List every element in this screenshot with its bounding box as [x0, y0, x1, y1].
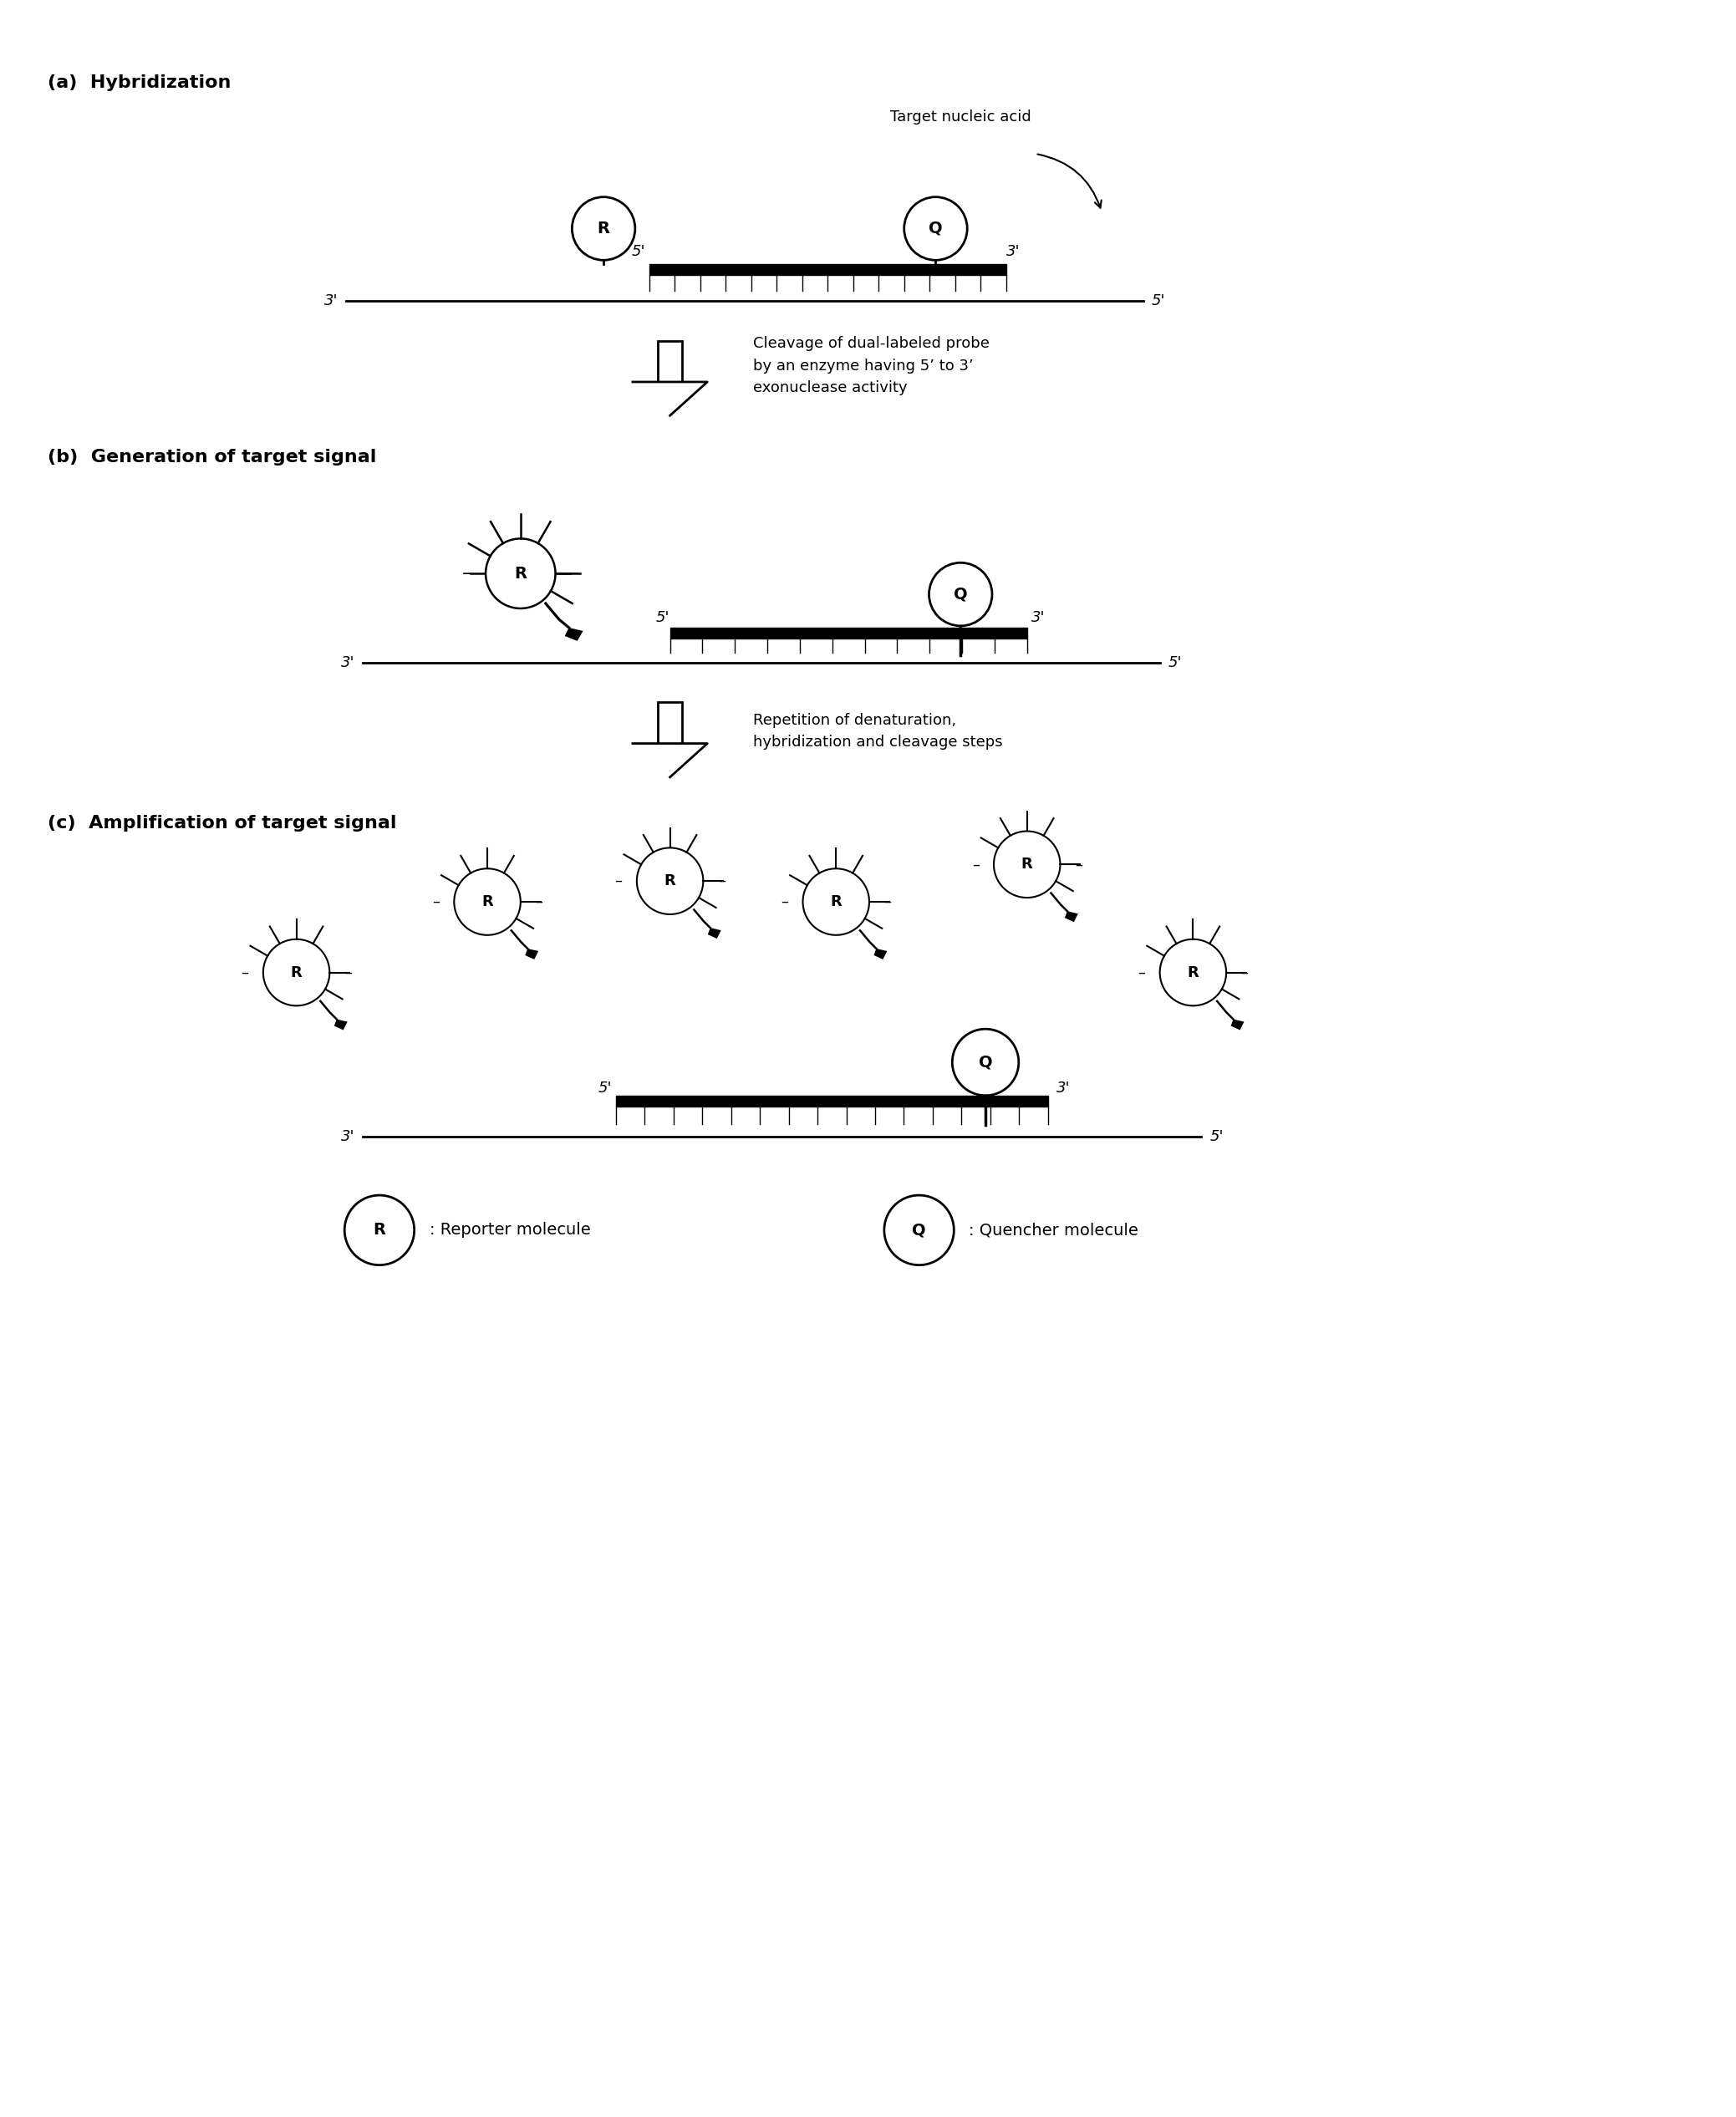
Text: –: – — [1137, 965, 1146, 980]
Text: –: – — [1241, 965, 1248, 980]
Polygon shape — [632, 381, 707, 415]
Bar — [658, 703, 682, 743]
Polygon shape — [1231, 1018, 1245, 1031]
Text: R: R — [830, 893, 842, 910]
Text: 5': 5' — [1210, 1130, 1224, 1145]
Text: (b)  Generation of target signal: (b) Generation of target signal — [47, 449, 377, 466]
Polygon shape — [1064, 910, 1078, 923]
Text: 5': 5' — [1151, 294, 1165, 309]
Text: –: – — [344, 965, 352, 980]
Text: –: – — [717, 874, 726, 889]
Bar — [670, 627, 1028, 639]
Text: Target nucleic acid: Target nucleic acid — [891, 110, 1031, 125]
Text: –: – — [972, 857, 979, 872]
Text: 5': 5' — [632, 243, 646, 258]
Text: R: R — [514, 565, 526, 582]
Text: Repetition of denaturation,
hybridization and cleavage steps: Repetition of denaturation, hybridizatio… — [753, 713, 1003, 749]
Text: R: R — [290, 965, 302, 980]
Text: 3': 3' — [1007, 243, 1021, 258]
Text: R: R — [597, 220, 609, 237]
Text: R: R — [1187, 965, 1200, 980]
Text: (a)  Hybridization: (a) Hybridization — [47, 74, 231, 91]
Polygon shape — [873, 948, 887, 959]
Polygon shape — [333, 1018, 347, 1031]
Text: Q: Q — [979, 1054, 993, 1071]
Text: Cleavage of dual-labeled probe
by an enzyme having 5’ to 3’
exonuclease activity: Cleavage of dual-labeled probe by an enz… — [753, 337, 990, 396]
Text: R: R — [1021, 857, 1033, 872]
Polygon shape — [708, 927, 720, 938]
Text: 3': 3' — [340, 654, 354, 669]
Text: Q: Q — [911, 1222, 925, 1238]
Text: 5': 5' — [1168, 654, 1182, 669]
Text: R: R — [665, 874, 675, 889]
Polygon shape — [524, 948, 538, 959]
Bar — [658, 341, 682, 381]
Polygon shape — [632, 743, 707, 777]
Text: –: – — [1075, 857, 1082, 872]
Text: : Reporter molecule: : Reporter molecule — [429, 1222, 590, 1238]
FancyArrowPatch shape — [1038, 155, 1101, 207]
Bar — [649, 265, 1007, 275]
Text: Q: Q — [953, 586, 967, 601]
Text: –: – — [432, 893, 439, 910]
Text: (c)  Amplification of target signal: (c) Amplification of target signal — [47, 815, 396, 832]
Text: : Quencher molecule: : Quencher molecule — [969, 1222, 1139, 1238]
Text: –: – — [241, 965, 248, 980]
Text: Q: Q — [929, 220, 943, 237]
Text: 3': 3' — [1031, 610, 1045, 625]
Text: 3': 3' — [325, 294, 339, 309]
Text: 5': 5' — [599, 1080, 611, 1094]
Text: –: – — [884, 893, 891, 910]
Text: 3': 3' — [340, 1130, 354, 1145]
Text: –: – — [781, 893, 788, 910]
Text: 5': 5' — [656, 610, 670, 625]
Text: –: – — [535, 893, 543, 910]
Text: R: R — [373, 1222, 385, 1238]
Text: –: – — [462, 565, 470, 582]
Text: 3': 3' — [1055, 1080, 1069, 1094]
Text: R: R — [481, 893, 493, 910]
Text: –: – — [615, 874, 621, 889]
Polygon shape — [564, 627, 583, 641]
Text: –: – — [569, 565, 580, 582]
Bar — [616, 1094, 1049, 1107]
